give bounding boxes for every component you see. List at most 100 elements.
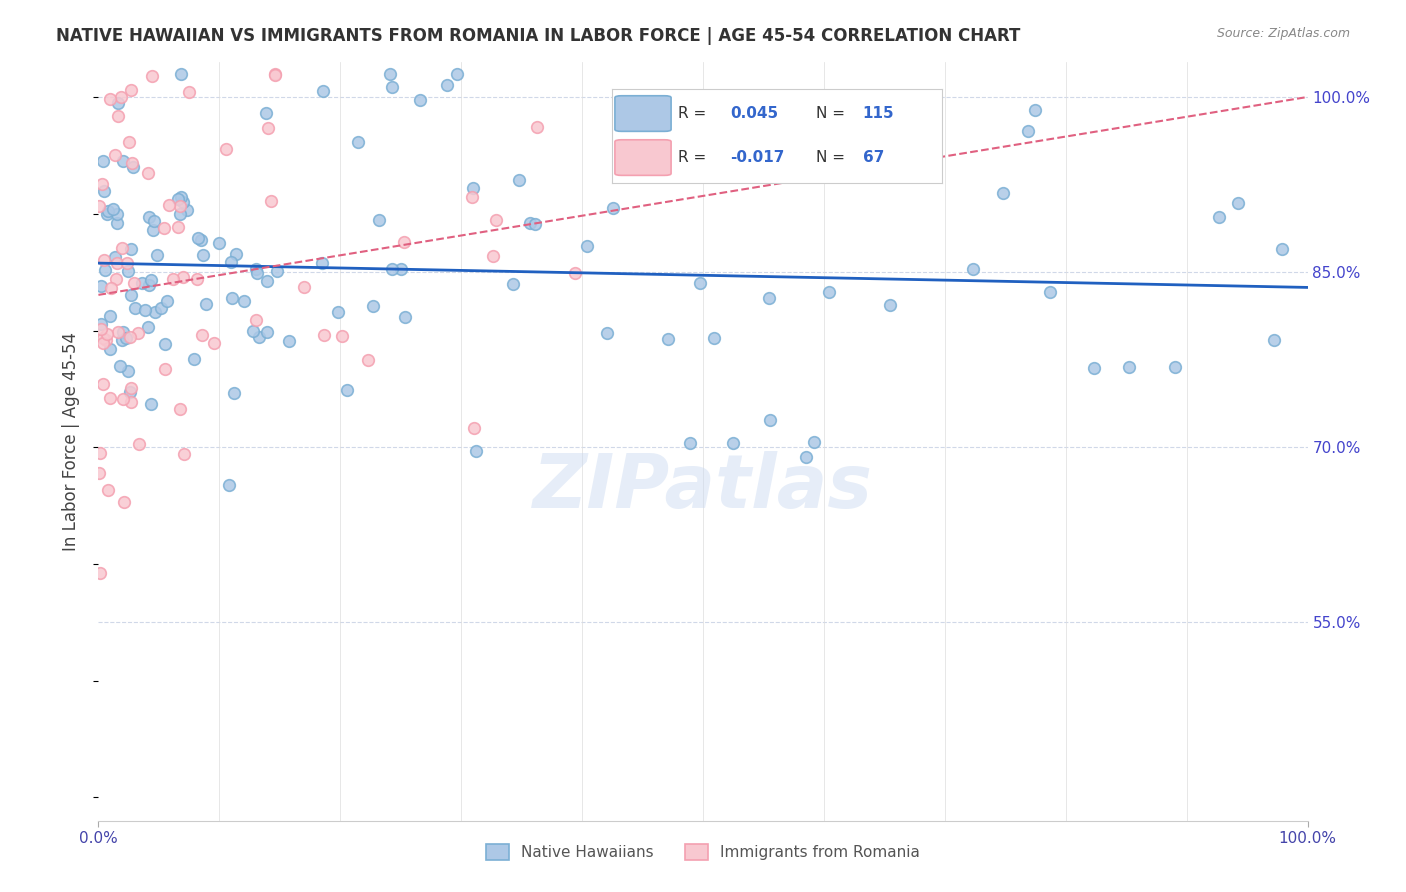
Point [131, 276, 153, 290]
Point [225, 247, 247, 261]
Text: ZIPatlas: ZIPatlas [533, 450, 873, 524]
Point [107, 109, 129, 123]
Point [596, 326, 619, 340]
Point [256, 325, 278, 339]
Point [138, 319, 160, 334]
Point [256, 120, 278, 135]
Point [465, 444, 488, 458]
Text: 67: 67 [863, 150, 884, 165]
Point [89, 566, 111, 581]
Point [120, 381, 142, 395]
Point [112, 495, 135, 509]
Point [266, 264, 288, 278]
Point [202, 336, 225, 351]
Point [368, 213, 391, 227]
Point [111, 392, 134, 406]
Point [254, 106, 277, 120]
Point [1118, 360, 1140, 375]
Point [112, 153, 135, 168]
Point [90, 322, 112, 336]
Point [193, 248, 215, 262]
Point [169, 207, 191, 221]
Point [98, 343, 121, 357]
Point [526, 120, 548, 134]
Point [242, 325, 264, 339]
Point [993, 186, 1015, 201]
Point [118, 384, 141, 399]
Point [1263, 334, 1285, 348]
Point [124, 277, 146, 291]
Point [292, 280, 315, 294]
Text: R =: R = [678, 106, 711, 121]
Point [1039, 285, 1062, 300]
Point [721, 435, 744, 450]
Point [1271, 243, 1294, 257]
Point [96, 326, 118, 341]
Point [122, 160, 145, 174]
Point [93, 184, 115, 198]
Point [138, 278, 160, 293]
Point [247, 330, 270, 344]
Point [245, 313, 267, 327]
Point [482, 248, 505, 262]
Point [232, 293, 254, 308]
Point [703, 331, 725, 345]
Point [93, 153, 115, 168]
Point [246, 266, 269, 280]
Point [172, 270, 194, 285]
Point [91, 178, 114, 192]
Point [141, 69, 163, 83]
Point [485, 213, 508, 227]
Point [314, 327, 336, 342]
Point [117, 256, 139, 270]
Point [191, 327, 214, 342]
Point [111, 241, 134, 255]
Point [103, 202, 125, 216]
Point [179, 85, 201, 99]
Text: R =: R = [678, 150, 711, 165]
Point [105, 206, 128, 220]
Point [1017, 124, 1039, 138]
Point [98, 92, 121, 106]
Text: Source: ZipAtlas.com: Source: ZipAtlas.com [1216, 27, 1350, 40]
Point [657, 332, 679, 346]
Point [105, 216, 128, 230]
Point [215, 142, 238, 156]
Point [195, 297, 218, 311]
Point [208, 236, 231, 251]
Point [519, 216, 541, 230]
Legend: Native Hawaiians, Immigrants from Romania: Native Hawaiians, Immigrants from Romani… [481, 838, 925, 866]
Point [96, 206, 118, 220]
Point [803, 435, 825, 450]
Point [118, 135, 141, 149]
Point [153, 336, 176, 351]
Point [823, 152, 845, 166]
Point [278, 334, 301, 349]
Point [149, 301, 172, 315]
Point [143, 214, 166, 228]
Text: N =: N = [817, 150, 851, 165]
Point [153, 361, 176, 376]
Point [120, 395, 142, 409]
Point [167, 220, 190, 235]
Point [87, 199, 110, 213]
Point [98, 391, 121, 405]
Point [962, 262, 984, 277]
Point [602, 201, 624, 215]
Point [689, 276, 711, 290]
Text: N =: N = [817, 106, 851, 121]
Point [114, 331, 136, 345]
Point [97, 483, 120, 497]
Point [794, 450, 817, 464]
Point [138, 166, 160, 180]
Point [104, 272, 127, 286]
FancyBboxPatch shape [614, 95, 671, 131]
Point [357, 352, 380, 367]
Point [112, 325, 135, 339]
Text: NATIVE HAWAIIAN VS IMMIGRANTS FROM ROMANIA IN LABOR FORCE | AGE 45-54 CORRELATIO: NATIVE HAWAIIAN VS IMMIGRANTS FROM ROMAN… [56, 27, 1021, 45]
Point [128, 437, 150, 451]
Point [219, 255, 242, 269]
Point [224, 385, 246, 400]
Point [380, 67, 402, 81]
Point [256, 274, 278, 288]
